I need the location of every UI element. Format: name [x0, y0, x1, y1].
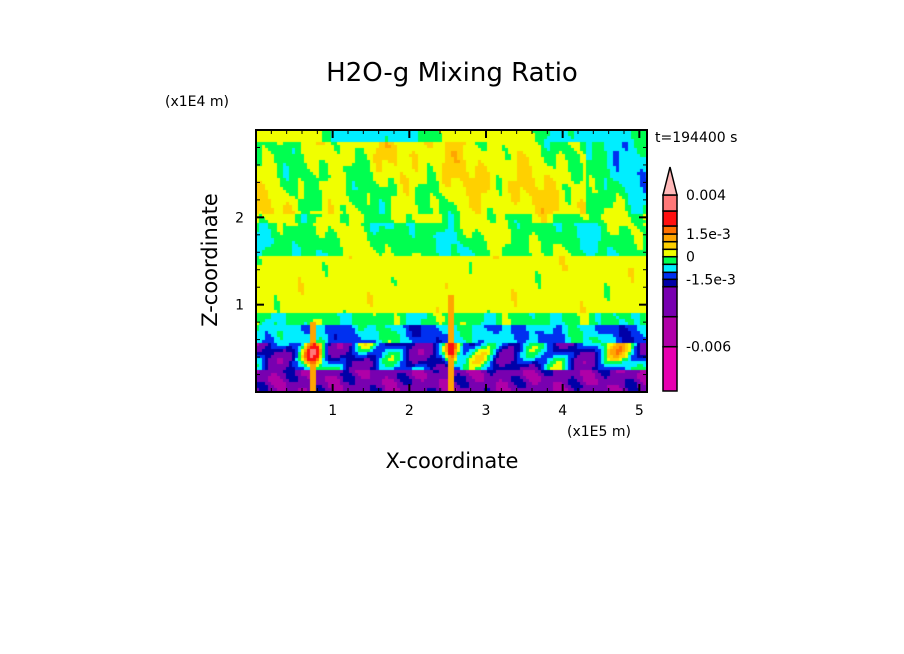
y-axis-unit: (x1E4 m) — [165, 94, 229, 110]
colorbar-box — [662, 271, 678, 281]
x-axis-unit: (x1E5 m) — [567, 424, 631, 440]
colorbar-box — [662, 255, 678, 266]
colorbar-box — [662, 225, 678, 235]
chart-title: H2O-g Mixing Ratio — [326, 58, 578, 88]
y-tick-label: 2 — [235, 210, 244, 226]
colorbar-label: -0.006 — [686, 340, 731, 356]
colorbar-box — [662, 285, 678, 318]
colorbar-box — [662, 194, 678, 212]
x-tick-label: 5 — [635, 403, 644, 419]
plot-border — [255, 129, 648, 393]
x-tick-label: 1 — [328, 403, 337, 419]
colorbar-box — [662, 233, 678, 243]
x-axis-label: X-coordinate — [385, 449, 519, 473]
colorbar-box — [662, 210, 678, 227]
colorbar-box — [662, 278, 678, 288]
colorbar-box — [662, 345, 678, 392]
x-tick-label: 3 — [482, 403, 491, 419]
colorbar-box — [662, 248, 678, 258]
colorbar-label: 0.004 — [686, 188, 726, 204]
colorbar-box — [662, 315, 678, 348]
colorbar-box — [662, 263, 678, 274]
x-tick-label: 4 — [558, 403, 567, 419]
colorbar-label: 1.5e-3 — [686, 227, 731, 243]
time-annotation: t=194400 s — [655, 130, 738, 146]
colorbar-label: -1.5e-3 — [686, 272, 736, 288]
colorbar-arrow — [662, 166, 678, 196]
colorbar-box — [662, 240, 678, 251]
contour-field — [256, 130, 647, 392]
y-tick-label: 1 — [235, 298, 244, 314]
colorbar-label: 0 — [686, 250, 695, 266]
x-tick-label: 2 — [405, 403, 414, 419]
